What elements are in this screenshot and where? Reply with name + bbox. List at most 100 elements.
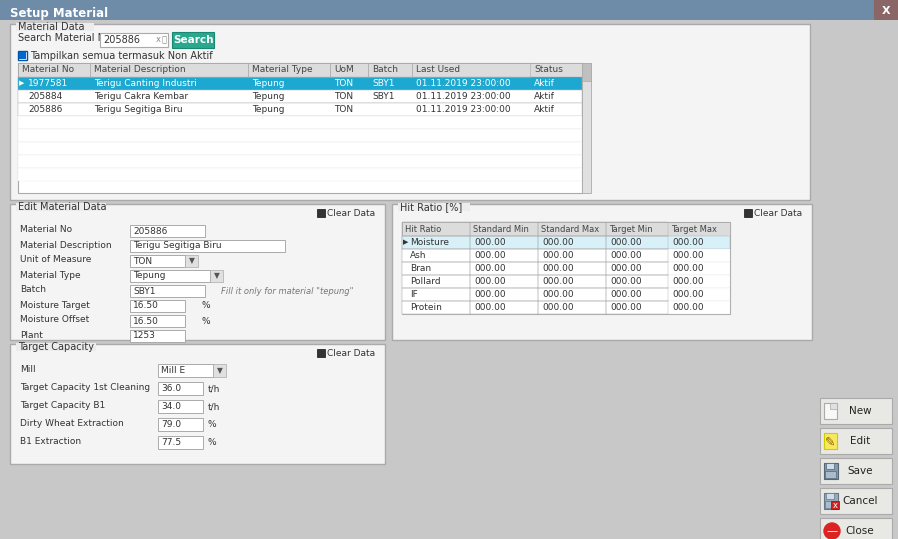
- Bar: [606, 288, 668, 301]
- Text: 000.00: 000.00: [474, 264, 506, 273]
- Text: Hit Ratio [%]: Hit Ratio [%]: [400, 202, 462, 212]
- Text: TON: TON: [334, 92, 353, 101]
- Text: Material Description: Material Description: [94, 66, 186, 74]
- Text: 000.00: 000.00: [542, 264, 574, 273]
- Text: Unit of Measure: Unit of Measure: [20, 255, 92, 265]
- Bar: [158, 436, 203, 449]
- Text: 205886: 205886: [133, 226, 167, 236]
- Bar: [248, 63, 330, 77]
- Bar: [213, 364, 226, 377]
- Text: Moisture: Moisture: [410, 238, 449, 247]
- Bar: [130, 285, 205, 297]
- Bar: [824, 523, 840, 539]
- Text: UoM: UoM: [334, 66, 354, 74]
- Bar: [18, 90, 582, 103]
- Text: 205886: 205886: [28, 105, 62, 114]
- Bar: [398, 203, 470, 211]
- Bar: [470, 275, 538, 288]
- Text: Setup Material: Setup Material: [10, 6, 108, 19]
- Bar: [470, 301, 538, 314]
- Text: Material Type: Material Type: [252, 66, 313, 74]
- Text: Tepung: Tepung: [252, 105, 285, 114]
- Bar: [10, 344, 385, 464]
- Text: Pollard: Pollard: [410, 277, 441, 286]
- Bar: [606, 275, 668, 288]
- Bar: [402, 288, 730, 301]
- Bar: [158, 382, 203, 395]
- Bar: [16, 203, 106, 211]
- Bar: [606, 249, 668, 262]
- Bar: [824, 493, 838, 509]
- Text: Status: Status: [534, 66, 563, 74]
- Text: 1977581: 1977581: [28, 79, 68, 88]
- Bar: [0, 0, 898, 20]
- Text: Dirty Wheat Extraction: Dirty Wheat Extraction: [20, 419, 124, 429]
- Text: %: %: [208, 438, 216, 447]
- Bar: [330, 63, 368, 77]
- Text: 000.00: 000.00: [542, 290, 574, 299]
- Bar: [158, 418, 203, 431]
- Text: Clear Data: Clear Data: [754, 209, 802, 218]
- Bar: [90, 63, 248, 77]
- Bar: [16, 343, 96, 351]
- Bar: [538, 249, 606, 262]
- Text: Ash: Ash: [410, 251, 427, 260]
- Text: Plant: Plant: [20, 330, 43, 340]
- Bar: [402, 262, 470, 275]
- Text: Material Type: Material Type: [20, 271, 81, 280]
- Text: 1253: 1253: [133, 331, 156, 341]
- Bar: [368, 63, 412, 77]
- Bar: [130, 225, 205, 237]
- Text: Target Max: Target Max: [671, 225, 717, 233]
- Bar: [470, 262, 538, 275]
- Text: 000.00: 000.00: [474, 277, 506, 286]
- Text: New: New: [849, 406, 871, 416]
- Text: 000.00: 000.00: [542, 238, 574, 247]
- Text: Tepung: Tepung: [133, 272, 165, 280]
- Text: Material Description: Material Description: [20, 240, 111, 250]
- Text: 36.0: 36.0: [161, 384, 181, 393]
- Text: 000.00: 000.00: [672, 264, 704, 273]
- Text: 000.00: 000.00: [672, 251, 704, 260]
- Text: Mill: Mill: [20, 365, 36, 375]
- Text: Fill it only for material "tepung": Fill it only for material "tepung": [221, 287, 354, 295]
- Bar: [130, 270, 210, 282]
- Bar: [18, 63, 582, 77]
- Text: Terigu Canting Industri: Terigu Canting Industri: [94, 79, 197, 88]
- Text: Hit Ratio: Hit Ratio: [405, 225, 441, 233]
- Text: Batch: Batch: [20, 286, 46, 294]
- Text: 79.0: 79.0: [161, 420, 181, 429]
- Text: Standard Min: Standard Min: [473, 225, 529, 233]
- Text: Search: Search: [172, 35, 213, 45]
- Bar: [402, 249, 470, 262]
- Text: Target Capacity B1: Target Capacity B1: [20, 402, 105, 411]
- Text: 000.00: 000.00: [610, 251, 642, 260]
- Bar: [538, 236, 606, 249]
- Text: Target Min: Target Min: [609, 225, 653, 233]
- Text: Target Capacity 1st Cleaning: Target Capacity 1st Cleaning: [20, 384, 150, 392]
- Bar: [824, 403, 837, 419]
- Bar: [820, 428, 892, 454]
- Bar: [210, 270, 223, 282]
- Bar: [830, 403, 837, 409]
- Bar: [158, 364, 213, 377]
- Bar: [402, 222, 470, 236]
- Bar: [606, 301, 668, 314]
- Bar: [100, 33, 168, 47]
- Bar: [18, 155, 582, 168]
- Bar: [130, 330, 185, 342]
- Bar: [470, 236, 538, 249]
- Text: Material No: Material No: [20, 225, 72, 234]
- Text: ▶: ▶: [403, 239, 409, 245]
- Bar: [402, 222, 730, 236]
- Text: x: x: [832, 501, 838, 509]
- Text: Tepung: Tepung: [252, 92, 285, 101]
- Bar: [606, 262, 668, 275]
- Text: 77.5: 77.5: [161, 438, 181, 447]
- Bar: [538, 262, 606, 275]
- Text: x: x: [156, 36, 161, 45]
- Bar: [874, 0, 898, 20]
- Text: ▼: ▼: [189, 257, 195, 266]
- Text: Batch: Batch: [372, 66, 398, 74]
- Bar: [470, 288, 538, 301]
